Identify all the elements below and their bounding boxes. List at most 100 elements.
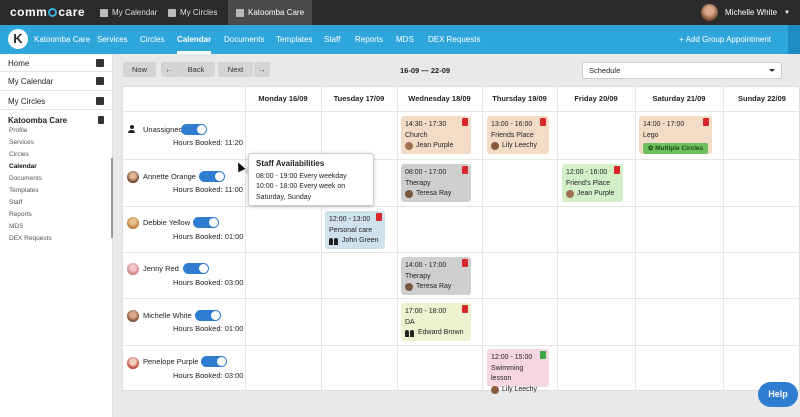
staff-toggle[interactable]	[199, 171, 225, 182]
sidebar-sub-mds[interactable]: MDS	[9, 223, 24, 230]
sidebar-sub-staff[interactable]: Staff	[9, 199, 23, 206]
sidebar-sub-calendar[interactable]: Calendar	[9, 163, 37, 170]
nav-scroll-button[interactable]	[788, 25, 800, 54]
sidebar-item-home[interactable]: Home	[8, 59, 30, 68]
next-arrow-icon[interactable]: →	[254, 62, 270, 77]
day-header-saturday: Saturday 21/09	[652, 94, 706, 103]
appointment-client: Teresa Ray	[416, 190, 452, 197]
now-button[interactable]: Now	[123, 62, 156, 77]
appointment-card[interactable]: 17:00 - 18:00 DA Edward Brown	[401, 303, 471, 341]
staff-toggle[interactable]	[181, 124, 207, 135]
grid-line	[482, 87, 483, 392]
grid-line	[557, 87, 558, 392]
appointment-client: Lily Leechy	[502, 385, 538, 393]
grid-line	[123, 345, 800, 346]
hours-booked: Hours Booked: 03:00	[173, 278, 244, 287]
badge-label: Multiple Circles	[655, 145, 704, 152]
nav-item-services[interactable]: Services	[97, 35, 128, 44]
calendar-icon	[96, 77, 104, 85]
appointment-time: 12:00 - 15:00	[491, 354, 533, 361]
nav-item-calendar[interactable]: Calendar	[177, 25, 212, 54]
grid-line	[123, 298, 800, 299]
help-button[interactable]: Help	[758, 382, 798, 407]
avatar	[127, 263, 139, 275]
appointment-client: John Green	[342, 237, 379, 244]
appointment-time: 13:00 - 16:00	[491, 121, 533, 128]
nav-item-staff[interactable]: Staff	[324, 35, 341, 44]
document-icon	[703, 118, 709, 126]
sidebar-sub-profile[interactable]: Profile	[9, 127, 28, 134]
view-select[interactable]: Schedule	[582, 62, 782, 79]
sidebar-sub-dex-requests[interactable]: DEX Requests	[9, 235, 52, 242]
hours-booked: Hours Booked: 11:00	[173, 185, 243, 194]
sidebar-item-my-calendar[interactable]: My Calendar	[8, 77, 54, 86]
sidebar-sub-templates[interactable]: Templates	[9, 187, 39, 194]
appointment-client: Jean Purple	[416, 142, 454, 149]
avatar	[127, 171, 139, 183]
appointment-card[interactable]: 12:00 - 13:00 Personal care John Green	[325, 211, 385, 249]
chevron-down-icon	[769, 69, 775, 72]
top-tab-katoomba-care[interactable]: Katoomba Care	[228, 0, 313, 25]
org-logo[interactable]: K	[8, 29, 28, 49]
add-group-appointment-button[interactable]: + Add Group Appointment	[679, 35, 771, 44]
hours-booked: Hours Booked: 01:00	[173, 324, 244, 333]
appointment-card[interactable]: 14:00 - 17:00 Therapy Teresa Ray	[401, 257, 471, 295]
divider	[0, 71, 112, 72]
staff-toggle[interactable]	[183, 263, 209, 274]
staff-toggle[interactable]	[201, 356, 227, 367]
nav-item-katoomba-care[interactable]: Katoomba Care	[34, 35, 91, 44]
back-arrow-icon[interactable]: ←	[161, 62, 177, 77]
top-tab-my-calendar[interactable]: My Calendar	[92, 0, 165, 25]
document-icon	[540, 351, 546, 359]
appointment-card[interactable]: 12:00 - 16:00 Friend's Place Jean Purple	[562, 164, 623, 202]
document-icon	[540, 118, 546, 126]
appointment-title: Therapy	[405, 179, 431, 187]
appointment-card[interactable]: 14:30 - 17:30 Church Jean Purple	[401, 116, 471, 154]
top-bar: comm care My Calendar My Circles ▼ Katoomb…	[0, 0, 800, 25]
document-icon	[462, 259, 468, 267]
nav-item-dex-requests[interactable]: DEX Requests	[428, 35, 481, 44]
sidebar-item-my-circles[interactable]: My Circles	[8, 97, 46, 106]
sidebar-scrollbar[interactable]	[111, 158, 113, 238]
staff-name: Debbie Yellow	[143, 218, 191, 227]
appointment-card[interactable]: 12:00 - 15:00 Swimming lesson Lily Leech…	[487, 349, 549, 394]
sidebar-sub-circles[interactable]: Circles	[9, 151, 29, 158]
appointment-card[interactable]: 14:00 - 17:00 Lego ✿ Multiple Circles	[639, 116, 712, 154]
staff-name: Michelle White	[143, 311, 192, 320]
logo-text-2: care	[58, 5, 86, 19]
appointment-client: Edward Brown	[418, 329, 464, 336]
grid-line	[723, 87, 724, 392]
sidebar-sub-services[interactable]: Services	[9, 139, 34, 146]
nav-item-reports[interactable]: Reports	[355, 35, 384, 44]
staff-row: Penelope Purple Hours Booked: 03:00	[123, 345, 245, 392]
appointment-card[interactable]: 13:00 - 16:00 Friends Place Lily Leechy	[487, 116, 549, 154]
sidebar-item-katoomba-care[interactable]: Katoomba Care	[8, 116, 68, 125]
user-menu[interactable]: Michelle White ▼	[701, 0, 800, 25]
staff-row: Unassigned Hours Booked: 11:20	[123, 111, 245, 159]
appointment-client: Teresa Ray	[416, 283, 452, 290]
org-nav: K Katoomba Care Services Circles Calenda…	[0, 25, 800, 54]
nav-item-mds[interactable]: MDS	[396, 35, 414, 44]
building-icon	[98, 116, 104, 124]
staff-toggle[interactable]	[193, 217, 219, 228]
appointment-title: Therapy	[405, 272, 431, 280]
nav-item-circles[interactable]: Circles	[140, 35, 165, 44]
back-button[interactable]: Back	[177, 62, 215, 77]
staff-row: Jenny Red Hours Booked: 03:00	[123, 252, 245, 298]
document-icon	[376, 213, 382, 221]
next-button[interactable]: Next	[218, 62, 253, 77]
grid-line	[321, 87, 322, 392]
sidebar-sub-reports[interactable]: Reports	[9, 211, 32, 218]
nav-item-documents[interactable]: Documents	[224, 35, 265, 44]
divider	[0, 109, 112, 110]
appointment-title: Swimming lesson	[491, 364, 524, 383]
hours-booked: Hours Booked: 01:00	[173, 232, 244, 241]
avatar	[127, 310, 139, 322]
sidebar-sub-documents[interactable]: Documents	[9, 175, 42, 182]
nav-item-templates[interactable]: Templates	[276, 35, 313, 44]
building-icon	[236, 8, 244, 17]
appointment-card[interactable]: 08:00 - 17:00 Therapy Teresa Ray	[401, 164, 471, 202]
day-header-thursday: Thursday 19/09	[492, 94, 547, 103]
staff-toggle[interactable]	[195, 310, 221, 321]
app-logo[interactable]: comm care	[10, 5, 85, 19]
